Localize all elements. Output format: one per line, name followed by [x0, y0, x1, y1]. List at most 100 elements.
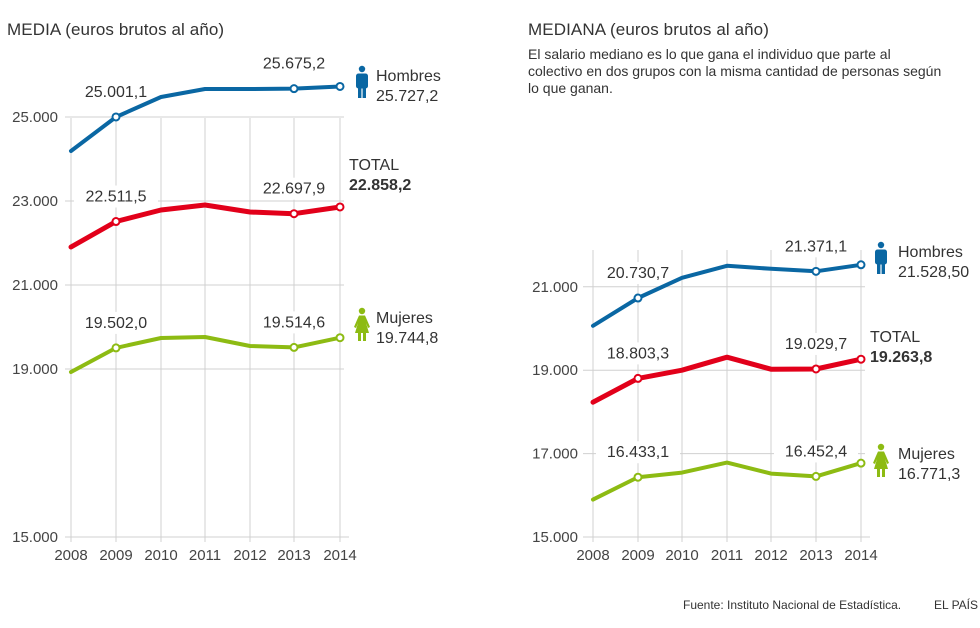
media-chart: 15.000 19.000 21.000 23.000 25.000 2008 2009 20… — [12, 52, 441, 564]
hombres-data-label: 21.371,1 — [785, 238, 847, 255]
annotation-background — [252, 311, 336, 334]
icon-head — [877, 241, 885, 249]
x-tick-label: 2008 — [576, 547, 609, 564]
icon-leg — [881, 263, 885, 274]
y-tick-label: 15.000 — [12, 529, 58, 546]
male-figure-icon — [356, 65, 368, 98]
icon-body — [873, 451, 889, 469]
hombres-marker — [633, 293, 643, 303]
y-tick-label: 23.000 — [12, 193, 58, 210]
annotation-background — [774, 440, 858, 463]
annotation-background — [252, 52, 336, 75]
icon-leg — [358, 87, 362, 98]
x-tick-label: 2009 — [99, 547, 132, 564]
total-data-label: 22.697,9 — [263, 181, 325, 198]
icon-leg — [882, 468, 885, 477]
icon-body — [354, 315, 370, 333]
icon-leg — [877, 468, 880, 477]
x-tick-label: 2013 — [277, 547, 310, 564]
hombres-marker — [856, 260, 866, 270]
annotation-background — [252, 177, 336, 200]
hombres-data-label: 20.730,7 — [607, 265, 669, 282]
hombres-legend-value: 21.528,50 — [898, 264, 969, 281]
icon-leg — [363, 332, 366, 341]
hombres-marker — [111, 112, 121, 122]
hombres-legend-value: 25.727,2 — [376, 88, 438, 105]
total-data-label: 22.511,5 — [85, 189, 146, 206]
mujeres-legend-value: 16.771,3 — [898, 466, 960, 483]
x-tick-label: 2012 — [233, 547, 266, 564]
y-tick-label: 17.000 — [532, 446, 578, 463]
total-marker — [335, 202, 345, 212]
mujeres-data-label: 19.502,0 — [85, 315, 147, 332]
right-chart-description: El salario mediano es lo que gana el ind… — [528, 46, 942, 96]
total-legend-value: 19.263,8 — [870, 349, 932, 366]
x-tick-label: 2009 — [621, 547, 654, 564]
icon-head — [358, 65, 366, 73]
total-data-label: 18.803,3 — [607, 345, 669, 362]
hombres-marker — [811, 266, 821, 276]
annotation-background — [596, 342, 680, 365]
icon-leg — [358, 332, 361, 341]
mujeres-marker — [289, 342, 299, 352]
female-figure-icon — [354, 307, 370, 341]
left-chart-title: MEDIA (euros brutos al año) — [7, 20, 225, 39]
x-tick-label: 2010 — [665, 547, 698, 564]
source-note: Fuente: Instituto Nacional de Estadístic… — [683, 598, 902, 612]
mujeres-marker — [856, 458, 866, 468]
total-data-label: 19.029,7 — [785, 336, 847, 353]
mujeres-legend-value: 19.744,8 — [376, 330, 438, 347]
x-tick-label: 2013 — [799, 547, 832, 564]
mujeres-marker — [811, 471, 821, 481]
icon-head — [358, 307, 366, 315]
annotation-background — [74, 185, 158, 208]
icon-head — [877, 443, 885, 451]
mujeres-marker — [633, 472, 643, 482]
y-tick-label: 15.000 — [532, 529, 578, 546]
female-figure-icon — [873, 443, 889, 477]
x-tick-label: 2008 — [54, 547, 87, 564]
mujeres-legend-name: Mujeres — [376, 310, 433, 327]
total-marker — [811, 364, 821, 374]
mujeres-marker — [111, 343, 121, 353]
hombres-legend-name: Hombres — [376, 68, 441, 85]
icon-body — [356, 73, 368, 89]
hombres-data-label: 25.675,2 — [263, 56, 325, 73]
mujeres-legend-name: Mujeres — [898, 446, 955, 463]
icon-body — [875, 249, 887, 265]
icon-leg — [877, 263, 881, 274]
y-tick-label: 19.000 — [12, 361, 58, 378]
annotation-background — [774, 235, 858, 258]
annotation-background — [74, 311, 158, 334]
annotation-background — [596, 262, 680, 285]
total-legend-name: TOTAL — [870, 329, 920, 346]
total-marker — [111, 217, 121, 227]
x-tick-label: 2012 — [754, 547, 787, 564]
mujeres-data-label: 16.433,1 — [607, 444, 669, 461]
y-tick-label: 25.000 — [12, 109, 58, 126]
mediana-chart: 15.000 17.000 19.000 21.000 2008 2009 2010 2011… — [532, 235, 969, 564]
right-chart-title: MEDIANA (euros brutos al año) — [528, 20, 769, 39]
annotation-background — [74, 80, 158, 103]
mujeres-data-label: 19.514,6 — [263, 314, 325, 331]
male-figure-icon — [875, 241, 887, 274]
y-tick-label: 21.000 — [532, 279, 578, 296]
brand-label: EL PAÍS — [934, 598, 979, 612]
total-legend-name: TOTAL — [349, 157, 399, 174]
hombres-legend-name: Hombres — [898, 244, 963, 261]
icon-leg — [362, 87, 366, 98]
hombres-marker — [289, 84, 299, 94]
total-marker — [633, 373, 643, 383]
total-marker — [289, 209, 299, 219]
total-legend-value: 22.858,2 — [349, 177, 411, 194]
x-tick-label: 2014 — [323, 547, 356, 564]
hombres-data-label: 25.001,1 — [85, 84, 147, 101]
x-tick-label: 2014 — [844, 547, 877, 564]
y-tick-label: 19.000 — [532, 362, 578, 379]
y-tick-label: 21.000 — [12, 277, 58, 294]
total-marker — [856, 354, 866, 364]
x-tick-label: 2011 — [189, 547, 221, 564]
mujeres-data-label: 16.452,4 — [785, 443, 847, 460]
x-tick-label: 2011 — [711, 547, 743, 564]
